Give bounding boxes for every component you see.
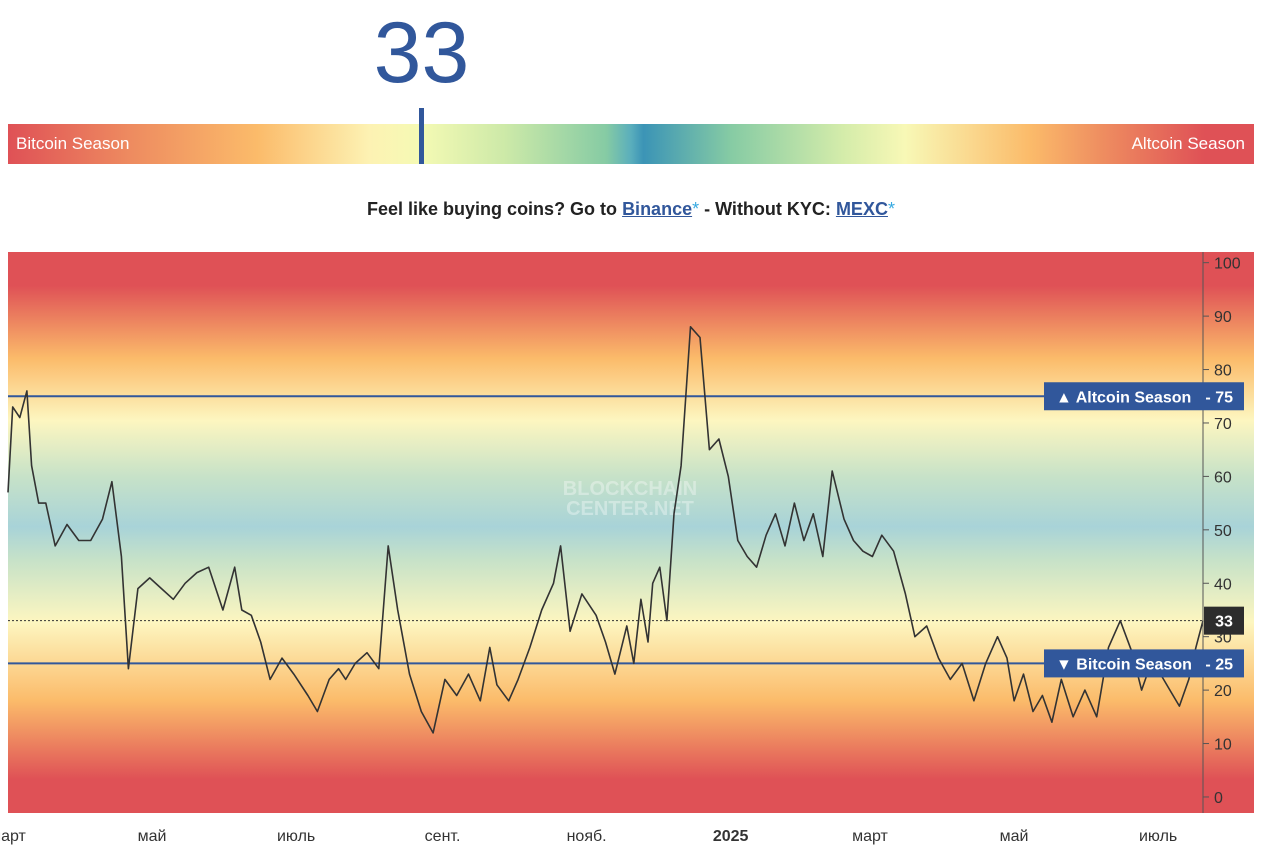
binance-link[interactable]: Binance	[622, 199, 693, 219]
current-value-label: 33	[1215, 614, 1233, 631]
y-tick-label: 60	[1214, 469, 1232, 486]
index-series-line	[7, 326, 1204, 734]
x-tick-label: июль	[277, 828, 315, 845]
x-tick-label: март	[0, 828, 27, 845]
x-tick-label: май	[1000, 828, 1029, 845]
altcoin-season-label: Altcoin Season	[1131, 134, 1245, 153]
season-gauge-bar: Bitcoin Season Altcoin Season	[8, 124, 1254, 164]
mexc-link[interactable]: MEXC	[835, 199, 888, 219]
binance-star: *	[692, 199, 700, 219]
y-tick-label: 0	[1214, 790, 1223, 807]
x-tick-label: нояб.	[567, 828, 607, 845]
y-tick-label: 40	[1214, 576, 1232, 593]
x-tick-label: 2025	[713, 828, 749, 845]
y-tick-label: 70	[1214, 416, 1232, 433]
y-tick-label: 10	[1214, 737, 1232, 754]
mexc-star: *	[887, 199, 895, 219]
y-tick-label: 100	[1214, 256, 1241, 273]
bitcoin-season-label: Bitcoin Season	[16, 134, 130, 153]
y-tick-label: 90	[1214, 309, 1232, 326]
reference-label-value: - 25	[1205, 656, 1233, 673]
altcoin-season-index-chart[interactable]: BLOCKCHAIN CENTER.NET 010203040506070809…	[0, 245, 1266, 850]
chart-background	[8, 252, 1254, 813]
y-tick-label: 80	[1214, 363, 1232, 380]
gauge-current-marker	[419, 108, 424, 164]
watermark-line-2: CENTER.NET	[566, 498, 694, 520]
y-tick-label: 20	[1214, 683, 1232, 700]
promo-line: Feel like buying coins? Go to Binance* -…	[0, 199, 1262, 220]
promo-prefix: Feel like buying coins? Go to	[367, 199, 618, 219]
y-tick-label: 50	[1214, 523, 1232, 540]
promo-middle: - Without KYC:	[699, 199, 831, 219]
reference-label-box	[1044, 649, 1244, 678]
reference-label-box	[1044, 382, 1244, 411]
x-tick-label: сент.	[425, 828, 461, 845]
reference-label-value: - 75	[1205, 389, 1233, 406]
watermark: BLOCKCHAIN CENTER.NET	[563, 478, 697, 520]
x-tick-label: июль	[1139, 828, 1177, 845]
reference-label-text: ▼ Bitcoin Season	[1056, 656, 1192, 673]
x-tick-label: март	[852, 828, 888, 845]
current-index-value: 33	[373, 5, 470, 101]
current-value-badge	[1204, 606, 1244, 635]
watermark-line-1: BLOCKCHAIN	[563, 478, 697, 500]
reference-label-text: ▲ Altcoin Season	[1056, 389, 1191, 406]
x-tick-label: май	[138, 828, 167, 845]
